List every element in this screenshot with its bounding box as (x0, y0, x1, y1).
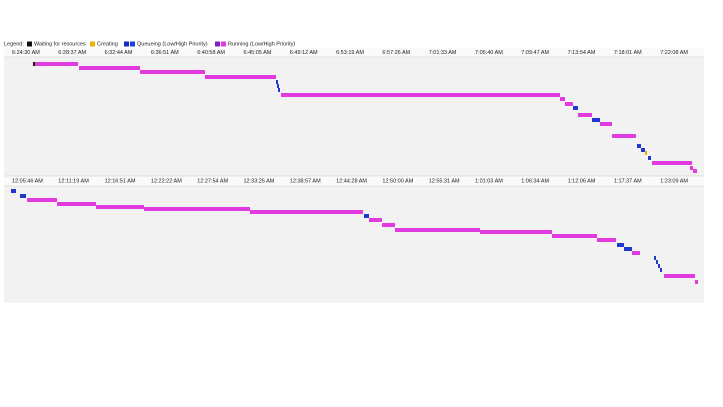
task-bar (96, 205, 144, 209)
task-bar (33, 62, 35, 66)
task-bar (278, 88, 280, 92)
task-bar (617, 243, 624, 247)
time-label: 1:12:06 AM (568, 178, 596, 184)
time-label: 12:44:28 AM (336, 178, 367, 184)
task-bar (652, 161, 692, 165)
task-bar (660, 268, 662, 272)
time-label: 6:32:44 AM (105, 50, 133, 56)
task-bar (79, 66, 140, 70)
time-label: 7:05:40 AM (475, 50, 503, 56)
time-label: 6:28:37 AM (58, 50, 86, 56)
task-bar (276, 80, 278, 84)
task-bar (658, 264, 660, 268)
legend-swatch (124, 41, 129, 47)
task-bar (597, 238, 616, 242)
time-label: 12:50:00 AM (382, 178, 413, 184)
task-bar (382, 223, 395, 227)
task-bar (693, 169, 697, 173)
time-header (4, 48, 704, 57)
task-bar (144, 207, 250, 211)
task-bar (654, 256, 656, 260)
task-bar (250, 210, 363, 214)
panel-body (4, 186, 704, 303)
time-label: 6:53:19 AM (336, 50, 364, 56)
time-header (4, 176, 704, 186)
task-bar (205, 75, 276, 79)
task-bar (632, 251, 640, 255)
panel-body (4, 57, 704, 176)
task-bar (695, 280, 698, 284)
task-bar (11, 189, 16, 193)
time-label: 12:33:25 AM (244, 178, 275, 184)
time-label: 12:16:51 AM (105, 178, 136, 184)
time-label: 7:01:33 AM (429, 50, 457, 56)
task-bar (57, 202, 96, 206)
time-label: 6:24:30 AM (12, 50, 40, 56)
task-bar (369, 218, 382, 222)
time-label: 12:11:19 AM (58, 178, 89, 184)
task-bar (395, 228, 480, 232)
time-label: 6:49:12 AM (290, 50, 318, 56)
task-bar (20, 194, 26, 198)
legend-item: Queueing (Low/High Priority) (137, 41, 208, 47)
task-bar (656, 260, 658, 264)
task-bar (690, 166, 693, 170)
task-bar (600, 122, 612, 126)
time-label: 12:27:54 AM (197, 178, 228, 184)
task-bar (560, 97, 565, 101)
time-label: 6:45:05 AM (244, 50, 272, 56)
time-label: 1:01:03 AM (475, 178, 503, 184)
legend-item: Waiting for resources (34, 41, 86, 47)
legend-item: Creating (97, 41, 118, 47)
time-label: 12:55:31 AM (429, 178, 460, 184)
legend-swatch (90, 41, 95, 47)
time-label: 7:18:01 AM (614, 50, 642, 56)
time-label: 1:23:09 AM (660, 178, 688, 184)
task-bar (578, 113, 592, 117)
task-bar (480, 230, 552, 234)
time-label: 6:40:58 AM (197, 50, 225, 56)
task-bar (592, 118, 600, 122)
task-bar (641, 148, 645, 152)
time-label: 12:22:22 AM (151, 178, 182, 184)
time-label: 12:05:46 AM (12, 178, 43, 184)
time-label: 1:17:37 AM (614, 178, 642, 184)
task-bar (637, 144, 641, 148)
task-bar (648, 156, 651, 160)
task-bar (624, 247, 632, 251)
legend-swatch (27, 41, 32, 47)
legend-swatch (130, 41, 135, 47)
legend-swatch (215, 41, 220, 47)
time-label: 7:22:08 AM (660, 50, 688, 56)
time-label: 12:38:57 AM (290, 178, 321, 184)
task-bar (277, 84, 279, 88)
task-bar (140, 70, 205, 74)
task-bar (664, 274, 695, 278)
legend-item: Running (Low/High Priority) (228, 41, 295, 47)
task-bar (35, 62, 78, 66)
task-bar (573, 106, 578, 110)
time-label: 1:06:34 AM (521, 178, 549, 184)
task-bar (552, 234, 597, 238)
time-label: 6:57:26 AM (382, 50, 410, 56)
time-label: 7:13:54 AM (568, 50, 596, 56)
legend-title: Legend: (4, 41, 24, 47)
task-bar (612, 134, 636, 138)
task-bar (364, 214, 369, 218)
time-label: 7:09:47 AM (521, 50, 549, 56)
time-label: 6:36:51 AM (151, 50, 179, 56)
task-bar (565, 102, 573, 106)
task-bar (27, 198, 57, 202)
legend-swatch (221, 41, 226, 47)
task-bar (281, 93, 560, 97)
task-bar (645, 151, 647, 155)
